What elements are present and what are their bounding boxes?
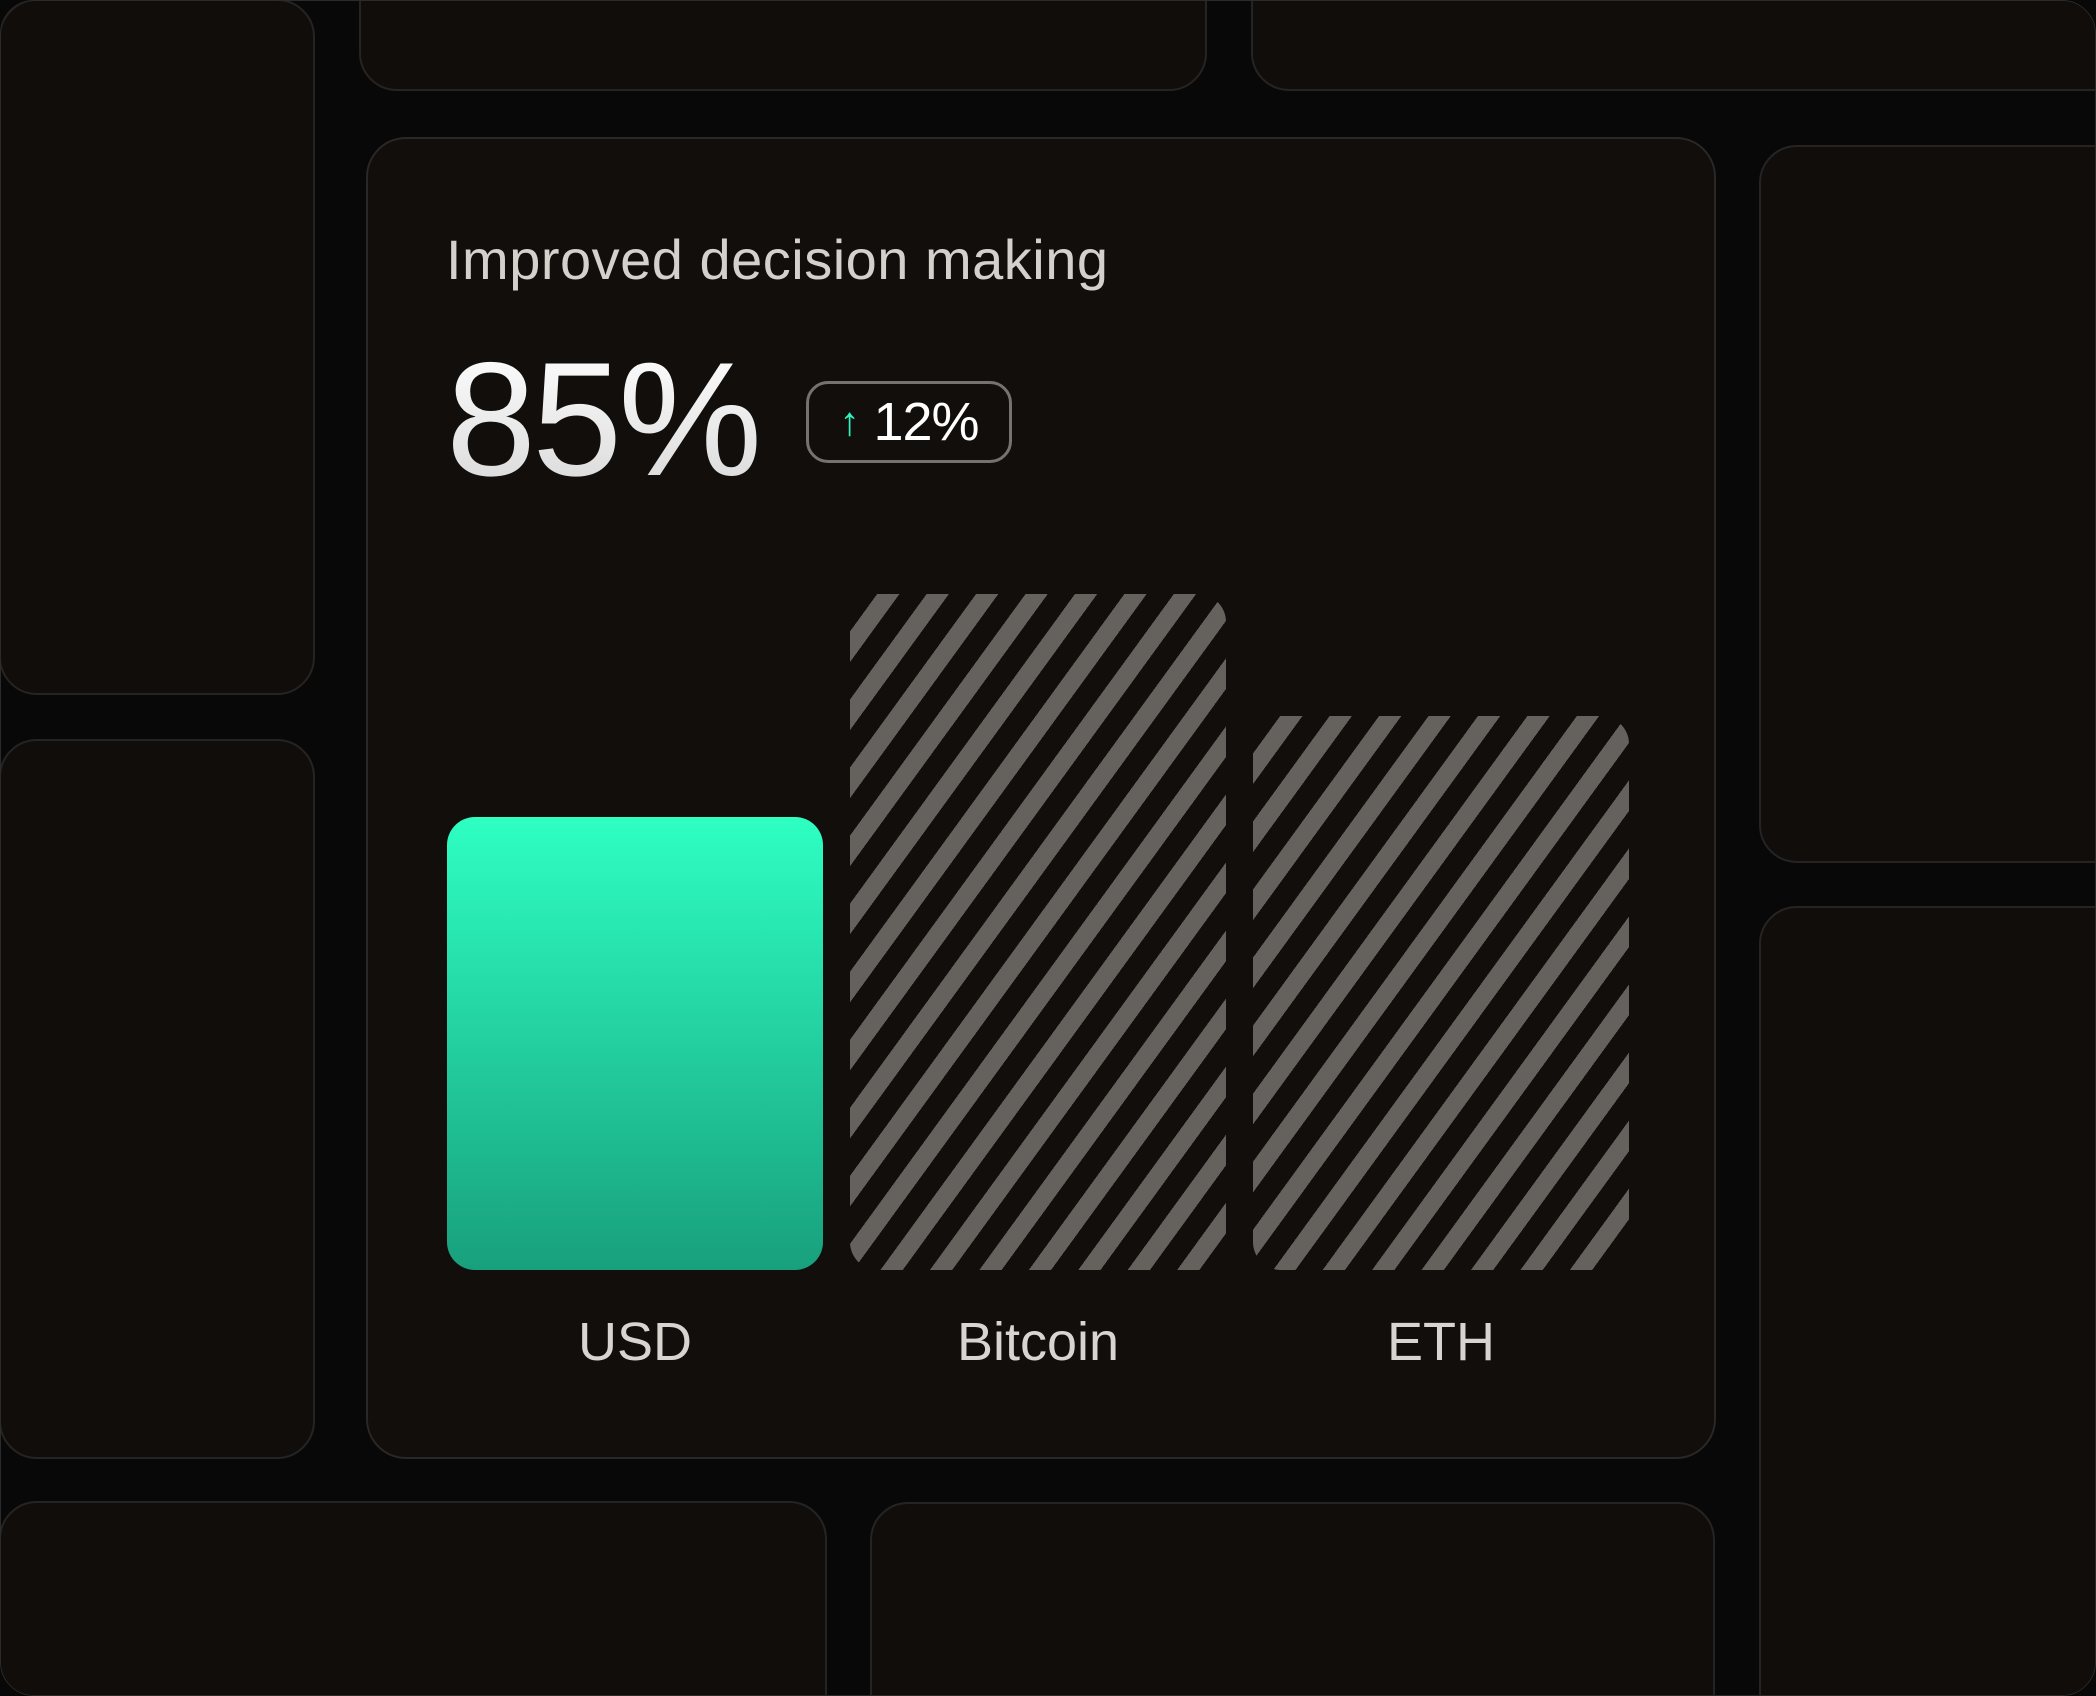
metric-value: 85% xyxy=(446,329,762,510)
background-tile xyxy=(870,1502,1715,1695)
bar-bitcoin xyxy=(850,594,1226,1270)
background-tile xyxy=(1,1501,827,1695)
bar-eth xyxy=(1253,715,1629,1270)
change-value: 12% xyxy=(873,392,979,452)
bar-label-usd: USD xyxy=(577,1312,692,1372)
arrow-up-icon: ↑ xyxy=(839,399,860,444)
bar-usd xyxy=(447,817,823,1270)
bar-label-eth: ETH xyxy=(1387,1312,1495,1372)
background-tile xyxy=(1251,1,2095,91)
background-tile xyxy=(1759,906,2095,1695)
background-tile xyxy=(1,1,315,695)
background-tile xyxy=(1759,145,2095,863)
background-tile xyxy=(1,739,315,1459)
card-title: Improved decision making xyxy=(446,228,1109,291)
change-badge: ↑ 12% xyxy=(806,381,1012,463)
decision-making-card: Improved decision making 85% ↑ 12% USD Bi… xyxy=(366,137,1716,1459)
bar-label-bitcoin: Bitcoin xyxy=(956,1312,1120,1372)
background-tile xyxy=(359,1,1207,91)
